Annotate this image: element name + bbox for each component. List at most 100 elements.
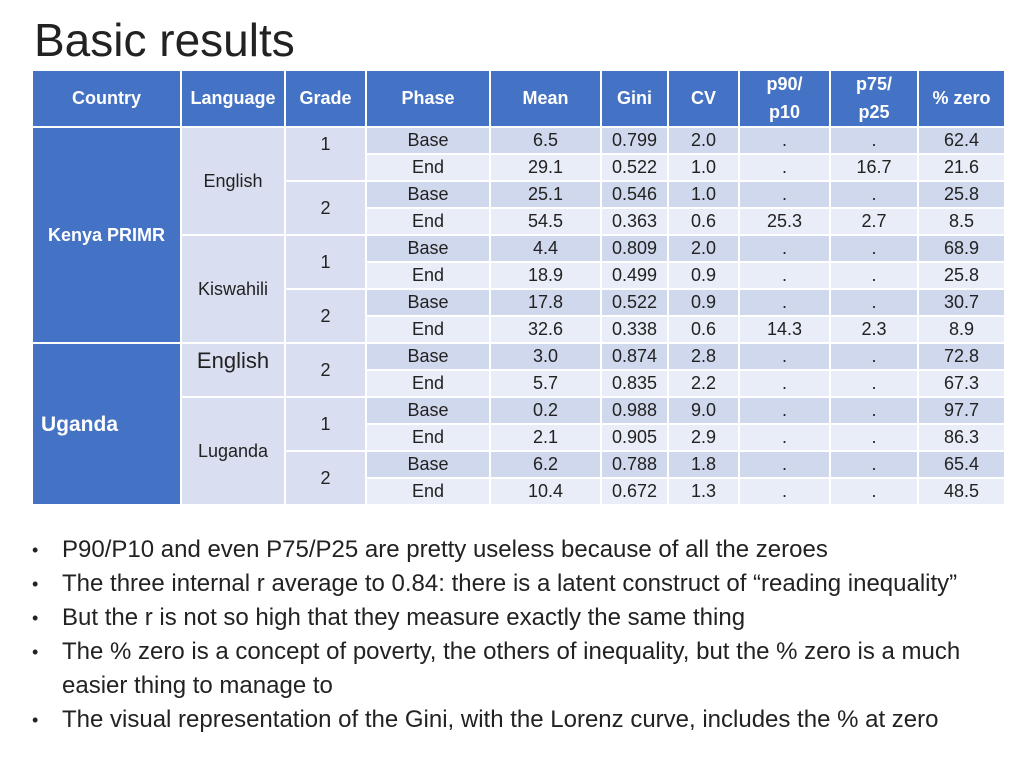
grade-cell: 2 xyxy=(284,288,367,344)
mean-cell: 3.0 xyxy=(489,342,602,371)
gini-cell: 0.788 xyxy=(600,450,669,479)
p75-p25-cell: . xyxy=(829,450,919,479)
mean-cell: 25.1 xyxy=(489,180,602,209)
p75-p25-cell: . xyxy=(829,261,919,290)
table-row: End 54.5 0.363 0.6 25.3 2.7 8.5 xyxy=(32,207,1006,236)
table-row: End 10.4 0.672 1.3 . . 48.5 xyxy=(32,477,1006,506)
header-p90-p10-line2: p10 xyxy=(768,102,801,122)
p90-p10-cell: . xyxy=(738,180,831,209)
bullet-dot-icon: • xyxy=(32,540,39,560)
bullet-dot-icon: • xyxy=(32,710,39,730)
bullet-text: The visual representation of the Gini, w… xyxy=(62,706,939,733)
p90-p10-cell: . xyxy=(738,153,831,182)
phase-cell: Base xyxy=(365,396,491,425)
table-row: Uganda English 2 Base 3.0 0.874 2.8 . . … xyxy=(31,342,1006,506)
cv-cell: 1.8 xyxy=(667,450,740,479)
mean-cell: 6.2 xyxy=(489,450,602,479)
p75-p25-cell: 16.7 xyxy=(829,153,919,182)
language-cell-luganda: Luganda xyxy=(180,396,286,506)
slide-title: Basic results xyxy=(34,14,295,66)
header-grade: Grade xyxy=(284,69,367,128)
mean-cell: 2.1 xyxy=(489,423,602,452)
cv-cell: 2.2 xyxy=(667,369,740,398)
bullet-dot-icon: • xyxy=(32,608,39,628)
table-row: Kenya PRIMR English 1 Base 6.5 0.799 2.0… xyxy=(31,126,1006,344)
cv-cell: 0.6 xyxy=(667,315,740,344)
phase-cell: End xyxy=(365,423,491,452)
table-row: End 2.1 0.905 2.9 . . 86.3 xyxy=(32,423,1006,452)
header-row: Country Language Grade Phase Mean Gini C… xyxy=(31,69,1006,128)
grade-cell: 1 xyxy=(284,126,367,182)
pct-zero-cell: 21.6 xyxy=(917,153,1006,182)
p75-p25-cell: . xyxy=(829,126,919,155)
phase-cell: Base xyxy=(365,450,491,479)
pct-zero-cell: 8.9 xyxy=(917,315,1006,344)
bullet-dot-icon: • xyxy=(32,574,39,594)
pct-zero-cell: 30.7 xyxy=(917,288,1006,317)
p90-p10-cell: 25.3 xyxy=(738,207,831,236)
grade-cell: 2 xyxy=(284,342,367,398)
country-cell-kenya: Kenya PRIMR xyxy=(31,126,182,344)
mean-cell: 0.2 xyxy=(489,396,602,425)
p90-p10-cell: . xyxy=(738,288,831,317)
cv-cell: 0.6 xyxy=(667,207,740,236)
bullet-text: P90/P10 and even P75/P25 are pretty usel… xyxy=(62,536,828,563)
bullet-dot-icon: • xyxy=(32,642,39,662)
mean-cell: 4.4 xyxy=(489,234,602,263)
pct-zero-cell: 86.3 xyxy=(917,423,1006,452)
cv-cell: 0.9 xyxy=(667,288,740,317)
mean-cell: 5.7 xyxy=(489,369,602,398)
table-row: End 18.9 0.499 0.9 . . 25.8 xyxy=(32,261,1006,290)
pct-zero-cell: 97.7 xyxy=(917,396,1006,425)
pct-zero-cell: 62.4 xyxy=(917,126,1006,155)
phase-cell: End xyxy=(365,153,491,182)
p75-p25-cell: . xyxy=(829,342,919,371)
gini-cell: 0.988 xyxy=(600,396,669,425)
p90-p10-cell: . xyxy=(738,369,831,398)
grade-cell: 1 xyxy=(284,234,367,290)
mean-cell: 32.6 xyxy=(489,315,602,344)
gini-cell: 0.874 xyxy=(600,342,669,371)
results-table: Country Language Grade Phase Mean Gini C… xyxy=(31,69,1006,506)
pct-zero-cell: 8.5 xyxy=(917,207,1006,236)
p75-p25-cell: . xyxy=(829,369,919,398)
header-p75-p25-line1: p75/ xyxy=(855,74,893,94)
p90-p10-cell: . xyxy=(738,423,831,452)
header-country: Country xyxy=(31,69,182,128)
header-language: Language xyxy=(180,69,286,128)
gini-cell: 0.338 xyxy=(600,315,669,344)
gini-cell: 0.363 xyxy=(600,207,669,236)
phase-cell: Base xyxy=(365,342,491,371)
p90-p10-cell: . xyxy=(738,234,831,263)
gini-cell: 0.499 xyxy=(600,261,669,290)
header-mean: Mean xyxy=(489,69,602,128)
p75-p25-cell: . xyxy=(829,288,919,317)
mean-cell: 18.9 xyxy=(489,261,602,290)
p75-p25-cell: . xyxy=(829,423,919,452)
phase-cell: End xyxy=(365,207,491,236)
phase-cell: End xyxy=(365,477,491,506)
table-row: 2 Base 6.2 0.788 1.8 . . 65.4 xyxy=(32,450,1006,506)
mean-cell: 29.1 xyxy=(489,153,602,182)
cv-cell: 1.0 xyxy=(667,153,740,182)
grade-cell: 1 xyxy=(284,396,367,452)
phase-cell: End xyxy=(365,369,491,398)
gini-cell: 0.672 xyxy=(600,477,669,506)
table-row: Kiswahili 1 Base 4.4 0.809 2.0 . . 68.9 xyxy=(32,234,1006,344)
bullet-item: • But the r is not so high that they meas… xyxy=(30,601,1024,635)
bullet-item: • The three internal r average to 0.84: t… xyxy=(30,567,1024,601)
phase-cell: Base xyxy=(365,126,491,155)
header-p75-p25-line2: p25 xyxy=(858,102,890,122)
p90-p10-cell: . xyxy=(738,126,831,155)
phase-cell: Base xyxy=(365,288,491,317)
cv-cell: 0.9 xyxy=(667,261,740,290)
language-cell-uganda-english: English xyxy=(180,342,286,398)
pct-zero-cell: 72.8 xyxy=(917,342,1006,371)
bullet-item: • The % zero is a concept of poverty, the… xyxy=(30,635,1024,703)
p90-p10-cell: . xyxy=(738,396,831,425)
phase-cell: Base xyxy=(365,180,491,209)
p90-p10-cell: . xyxy=(738,477,831,506)
header-p90-p10: p90/ p10 xyxy=(738,69,831,128)
p90-p10-cell: . xyxy=(738,261,831,290)
mean-cell: 17.8 xyxy=(489,288,602,317)
